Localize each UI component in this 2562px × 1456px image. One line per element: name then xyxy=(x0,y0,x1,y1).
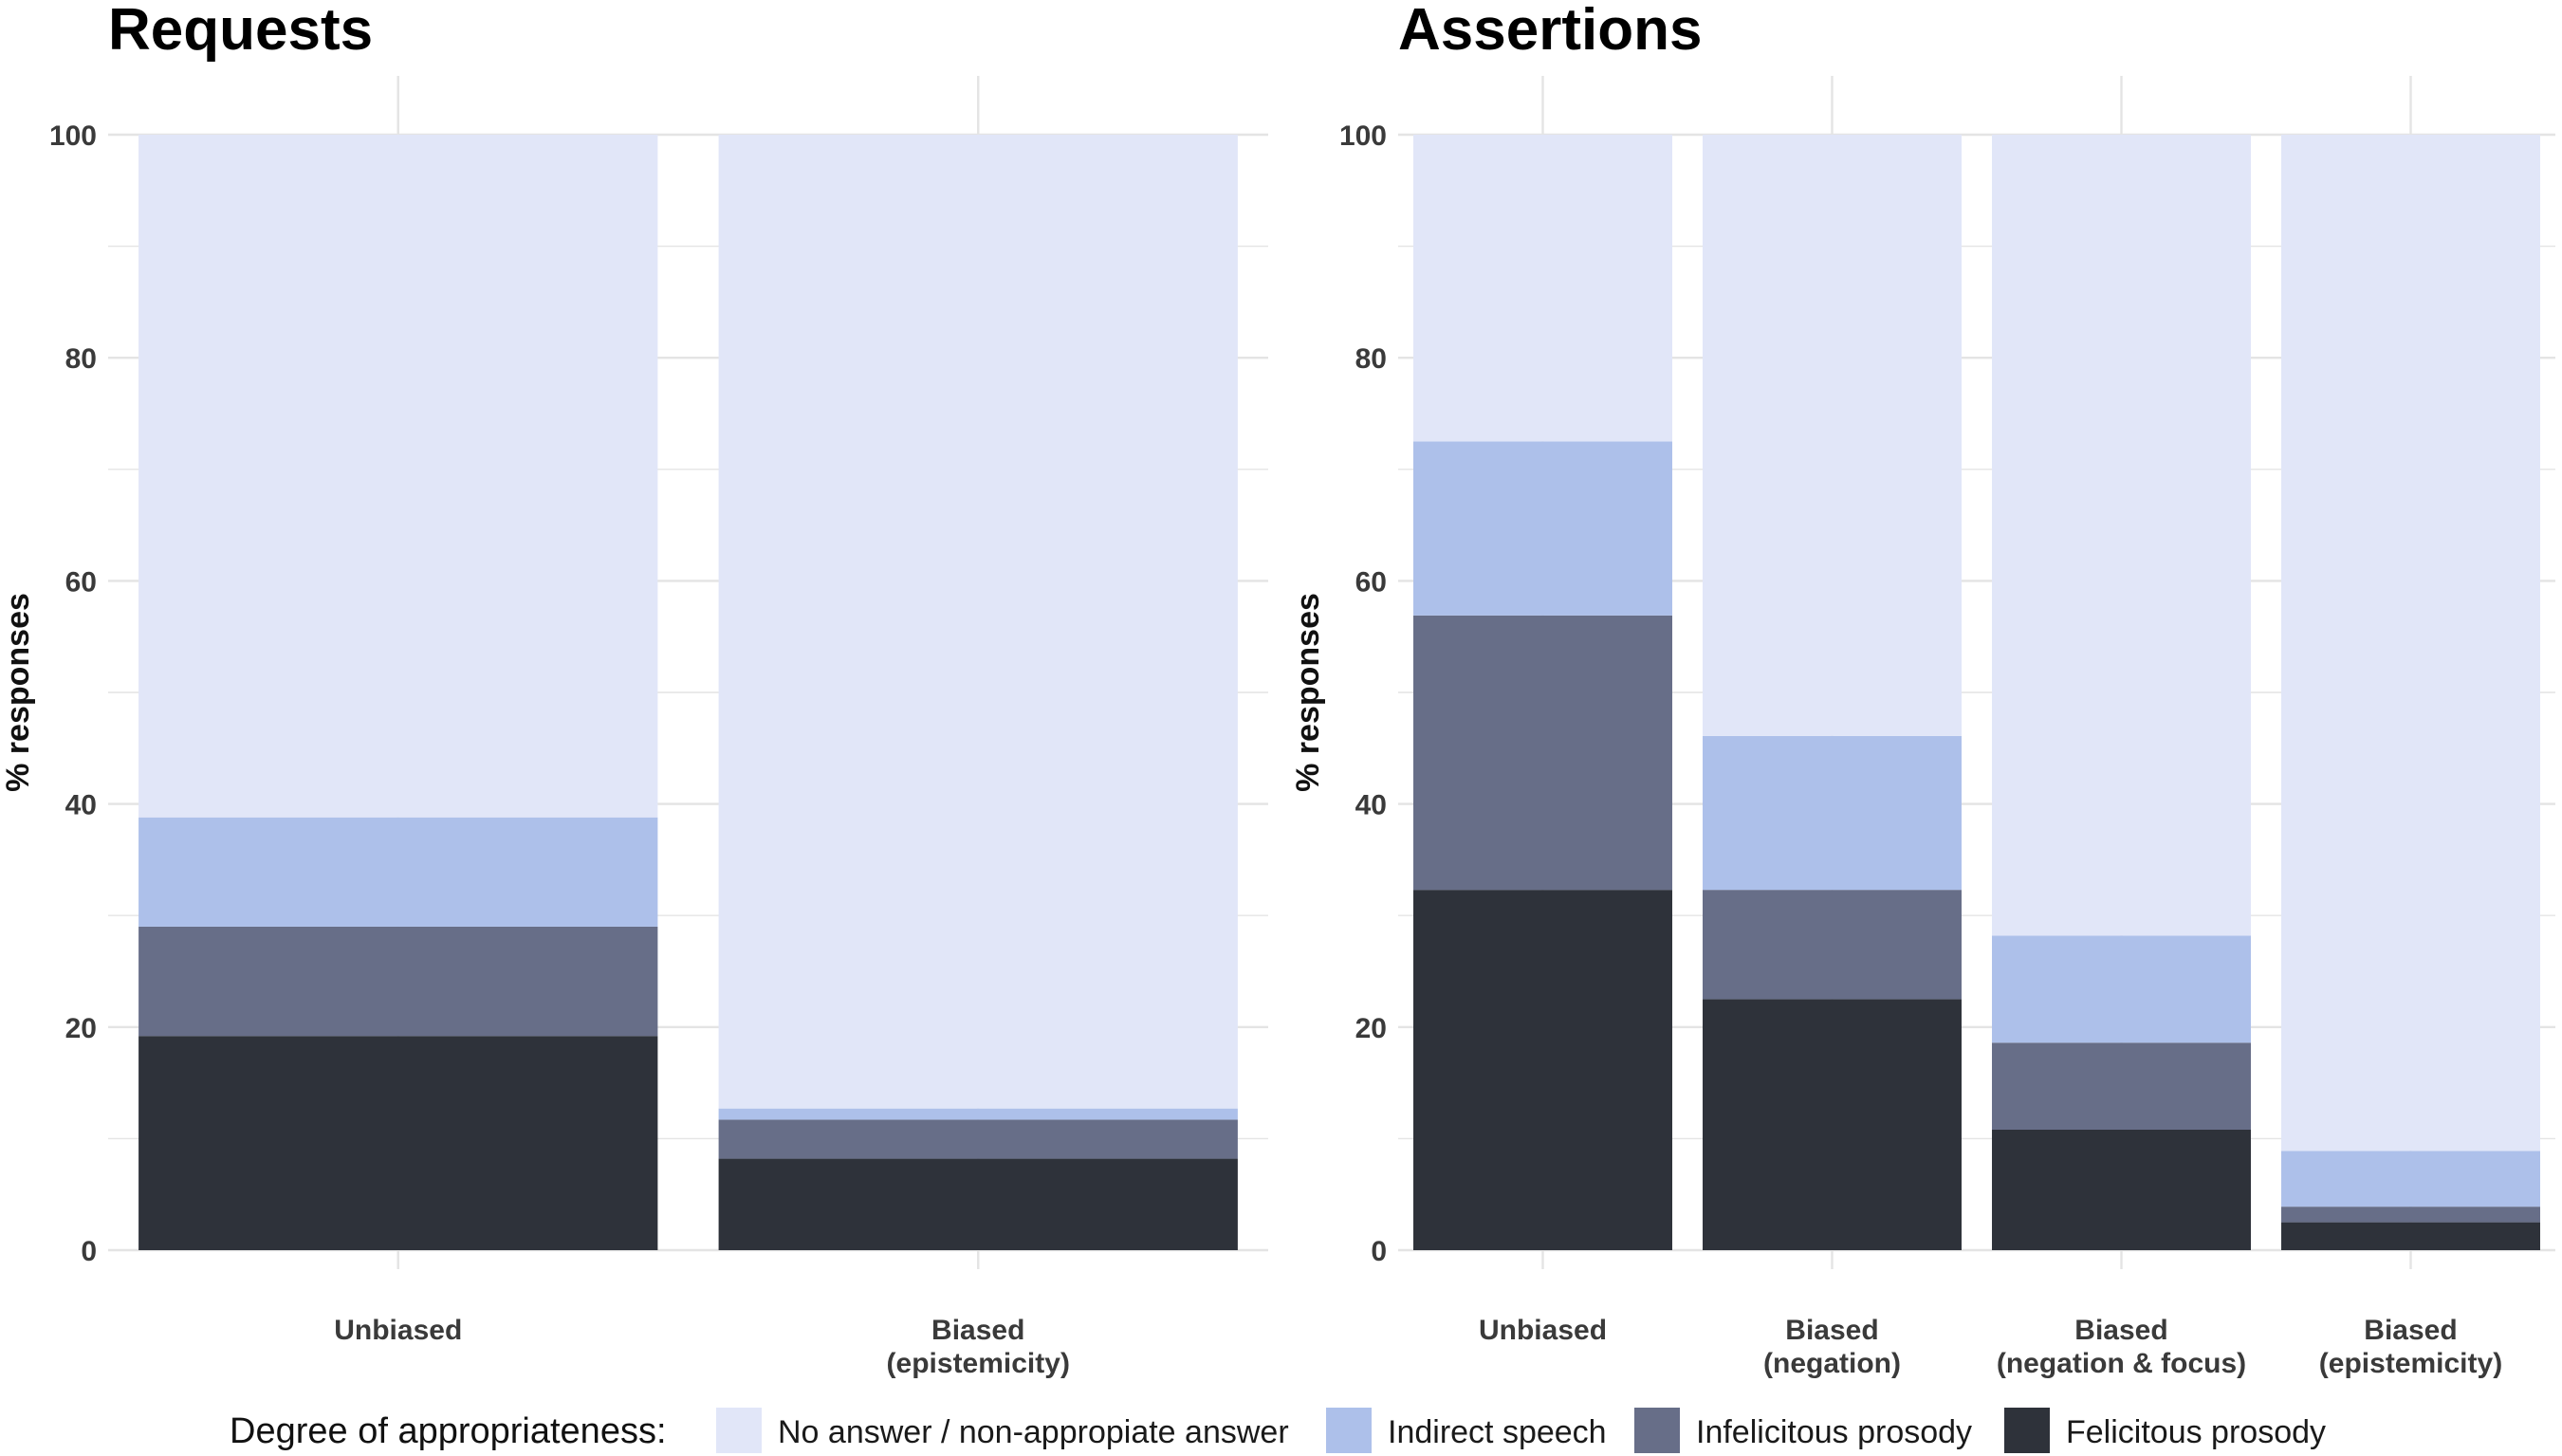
y-tick-label: 20 xyxy=(1355,1013,1387,1044)
x-tick-label: Biased xyxy=(931,1315,1024,1346)
y-tick-label: 60 xyxy=(1355,566,1387,598)
bar-segment-no-answer-non-appropiate-answer xyxy=(138,135,658,818)
legend-swatch xyxy=(1634,1408,1680,1453)
y-axis-label: % responses xyxy=(0,593,36,792)
bar-segment-infelicitous-prosody xyxy=(2281,1207,2540,1223)
x-tick-label: (negation) xyxy=(1763,1348,1901,1379)
bar-segment-indirect-speech xyxy=(1992,935,2251,1043)
panel-title: Requests xyxy=(108,0,373,63)
y-tick-label: 80 xyxy=(65,343,97,375)
bar-segment-infelicitous-prosody xyxy=(1413,615,1672,891)
bar-segment-felicitous-prosody xyxy=(1992,1129,2251,1250)
panel-title: Assertions xyxy=(1398,0,1702,63)
legend-label: Felicitous prosody xyxy=(2066,1414,2326,1450)
bar-segment-indirect-speech xyxy=(138,817,658,927)
x-tick-label: Biased xyxy=(1785,1315,1878,1346)
bar-segment-indirect-speech xyxy=(2281,1151,2540,1207)
legend-swatch xyxy=(2004,1408,2050,1453)
bar-segment-indirect-speech xyxy=(718,1108,1238,1120)
bar-segment-no-answer-non-appropiate-answer xyxy=(1992,135,2251,936)
x-tick-label: Biased xyxy=(2364,1315,2457,1346)
legend-label: Infelicitous prosody xyxy=(1696,1414,1972,1450)
x-tick-label: Unbiased xyxy=(334,1315,462,1346)
legend-swatch xyxy=(1326,1408,1372,1453)
bar-segment-felicitous-prosody xyxy=(1413,890,1672,1250)
requests-panel: Requests % responses 0 20 40 60 80 100 Unbiase… xyxy=(0,0,1268,1379)
y-tick-label: 40 xyxy=(65,790,97,821)
bar-segment-no-answer-non-appropiate-answer xyxy=(1703,135,1962,736)
x-tick-label: (epistemicity) xyxy=(2319,1348,2502,1379)
legend-label: No answer / non-appropiate answer xyxy=(778,1414,1289,1450)
assertions-panel: Assertions % responses 0 20 40 60 80 100 Unbia… xyxy=(1290,0,2555,1379)
legend-label: Indirect speech xyxy=(1388,1414,1607,1450)
y-tick-label: 60 xyxy=(65,566,97,598)
y-tick-label: 0 xyxy=(81,1236,97,1267)
y-tick-label: 40 xyxy=(1355,790,1387,821)
y-tick-label: 100 xyxy=(1339,120,1387,152)
legend: Degree of appropriateness: No answer / n… xyxy=(230,1408,2326,1453)
bar-segment-no-answer-non-appropiate-answer xyxy=(2281,135,2540,1152)
bar-segment-indirect-speech xyxy=(1703,735,1962,891)
bar-segment-felicitous-prosody xyxy=(2281,1222,2540,1250)
y-axis-label: % responses xyxy=(1290,593,1326,792)
bar-segment-felicitous-prosody xyxy=(718,1158,1238,1250)
x-tick-label: (epistemicity) xyxy=(887,1348,1070,1379)
x-tick-label: Unbiased xyxy=(1479,1315,1607,1346)
legend-swatch xyxy=(716,1408,762,1453)
bar-segment-infelicitous-prosody xyxy=(718,1119,1238,1159)
y-tick-label: 20 xyxy=(65,1013,97,1044)
x-tick-label: (negation & focus) xyxy=(1997,1348,2246,1379)
y-tick-label: 80 xyxy=(1355,343,1387,375)
bar-segment-indirect-speech xyxy=(1413,441,1672,616)
bar-segment-infelicitous-prosody xyxy=(1992,1042,2251,1130)
bar-segment-felicitous-prosody xyxy=(138,1036,658,1250)
y-tick-label: 100 xyxy=(49,120,97,152)
bar-segment-felicitous-prosody xyxy=(1703,999,1962,1250)
bar-segment-no-answer-non-appropiate-answer xyxy=(1413,135,1672,442)
legend-title: Degree of appropriateness: xyxy=(230,1411,667,1451)
bar-segment-infelicitous-prosody xyxy=(138,926,658,1037)
bar-segment-infelicitous-prosody xyxy=(1703,890,1962,1000)
y-tick-label: 0 xyxy=(1371,1236,1387,1267)
x-tick-label: Biased xyxy=(2074,1315,2167,1346)
bar-segment-no-answer-non-appropiate-answer xyxy=(718,135,1238,1109)
